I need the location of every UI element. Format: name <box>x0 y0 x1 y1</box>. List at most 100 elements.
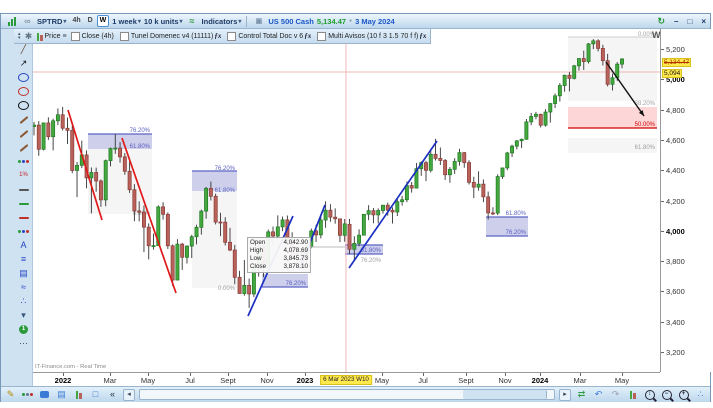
ellipse-tool-blue[interactable] <box>17 72 30 83</box>
price-tick-label: 4,600 <box>666 135 685 145</box>
fib-2022-q1[interactable]: 76.20% 61.80% 0.00% <box>88 128 152 217</box>
share-icon[interactable] <box>21 389 34 400</box>
units-dropdown[interactable]: 10 k units ▾ <box>144 17 183 26</box>
checkbox-icon[interactable] <box>70 31 80 41</box>
redo-icon[interactable]: ↷ <box>611 389 620 399</box>
scale-spinner[interactable]: ▴ ▾ <box>18 31 21 41</box>
indicator-toggle-1[interactable]: Tunel Domenec v4 (11111) ƒx <box>119 31 221 41</box>
price-tick-label: 3,400 <box>666 317 685 327</box>
price-axis[interactable]: 5,200 5,000 4,800 4,600 4,400 4,200 4,000 3,800… <box>660 29 711 372</box>
zigzag-tool[interactable]: ≈ <box>21 282 26 292</box>
line-tool[interactable]: ╱ <box>20 44 27 54</box>
collapse-left-icon[interactable]: « <box>109 389 115 399</box>
fib-tool[interactable]: ≡ <box>20 254 27 264</box>
time-tick-mark <box>382 373 383 376</box>
collapse-button[interactable]: ▾ <box>21 310 26 320</box>
red-trendline[interactable] <box>121 137 177 294</box>
fib-oct-2023[interactable]: 61.80% 76.20% <box>486 211 528 237</box>
provider-watermark: IT-Finance.com - Real Time <box>35 364 107 370</box>
indicators-dropdown[interactable]: Indicators ▾ <box>202 17 242 26</box>
timeframe-watermark: W <box>652 30 661 40</box>
price-tick-mark <box>661 230 664 232</box>
timeframe-button-4h[interactable]: 4h <box>72 17 81 24</box>
price-tick-label: 4,400 <box>666 166 685 176</box>
zoom-in-icon[interactable]: + <box>677 389 690 400</box>
percent-tool[interactable]: 1% <box>19 172 28 178</box>
news-icon[interactable]: ▤ <box>57 389 66 399</box>
time-axis[interactable]: 2022 Mar May Jul Sept Nov 2023 May Jul Sept Nov 202… <box>33 372 660 387</box>
segment-tool[interactable] <box>17 114 30 125</box>
alerts-badge[interactable]: 1 <box>17 324 30 335</box>
link-icon[interactable]: ∞ <box>24 15 31 26</box>
time-tick-label: Sept <box>458 376 474 385</box>
fib-mar-2023[interactable]: 76.20% <box>262 274 308 288</box>
timeframe-button-w[interactable]: W <box>96 15 110 27</box>
close-button[interactable]: × <box>701 16 706 26</box>
indicator-toggle-3[interactable]: Multi Avisos (10 f 3 1.5 70 f f) ƒx <box>317 31 426 41</box>
indicator-toggle-0[interactable]: Close (4h) <box>70 31 114 41</box>
text-tool[interactable]: A <box>20 240 27 250</box>
timeframe-buttons: 4h D W <box>69 15 110 27</box>
cursor-mode-icon[interactable]: ∴ <box>697 389 704 399</box>
zoom-fit-icon[interactable]: ↕ <box>643 389 656 400</box>
chat-icon[interactable] <box>38 389 51 400</box>
app-chart-icon <box>5 16 18 27</box>
undo-icon[interactable]: ↶ <box>594 389 603 399</box>
blue-trendline[interactable] <box>348 140 438 269</box>
more-tools[interactable]: ⋯ <box>19 338 28 348</box>
restore-button[interactable]: □ <box>687 16 693 26</box>
hline-tool-red[interactable] <box>17 212 30 223</box>
price-tick-label: 3,600 <box>666 287 685 297</box>
price-tick-label: 4,200 <box>666 196 685 206</box>
tooltip-label: Close <box>250 263 267 270</box>
ellipse-tool-black[interactable] <box>17 100 30 111</box>
price-series-chip[interactable]: Price ≡ <box>36 32 67 41</box>
trend-arrow-tool[interactable]: ↗ <box>19 58 28 68</box>
spinner-up-icon: ▴ <box>18 31 21 37</box>
period-dropdown[interactable]: 1 week ▾ <box>112 17 141 26</box>
chevron-down-icon: ▾ <box>63 18 67 25</box>
pointer-tool[interactable] <box>17 226 30 237</box>
fib-level-label: 61.80% <box>130 144 151 150</box>
projection-arrow[interactable] <box>605 61 645 117</box>
indicator-toggle-2[interactable]: Control Total Doc v 6 ƒx <box>227 31 311 41</box>
refresh-icon[interactable]: ↻ <box>657 15 666 26</box>
settings-icon[interactable]: ✱ <box>24 30 33 41</box>
fib-level-label: 61.80% <box>215 188 236 194</box>
instrument-name[interactable]: US 500 Cash <box>268 16 314 26</box>
multipoint-tool[interactable] <box>17 156 30 167</box>
indicator-wave-icon: ≈ <box>189 15 195 26</box>
scroll-right-button[interactable]: ▸ <box>559 388 571 401</box>
toolbar-separator <box>246 15 248 27</box>
zoom-out-icon[interactable]: − <box>660 389 673 400</box>
draw-mode-icon[interactable]: ✎ <box>6 389 15 399</box>
price-tick-mark <box>661 170 664 172</box>
main-toolbar: ∞ SPTRD ▾ 4h D W 1 week ▾ 10 k units ▾ ≈ I… <box>1 14 710 29</box>
fib-2024-projection[interactable]: 0.00% 38.20% 50.00% 61.80% <box>568 32 657 153</box>
ellipse-tool-red[interactable] <box>17 86 30 97</box>
checkbox-icon[interactable] <box>119 31 129 41</box>
time-tick-label: Sept <box>220 376 236 385</box>
checkbox-icon[interactable] <box>227 31 237 41</box>
fib-2022-q2[interactable]: 76.20% 61.80% 0.00% <box>192 166 237 292</box>
checkbox-icon[interactable] <box>317 31 327 41</box>
timeframe-button-d[interactable]: D <box>87 17 93 24</box>
points-tool[interactable]: ∴ <box>20 296 27 306</box>
chart-tool[interactable]: ▤ <box>19 268 28 278</box>
crosshair <box>33 29 660 372</box>
symbol-dropdown[interactable]: SPTRD ▾ <box>37 17 66 26</box>
chart-type-icon[interactable] <box>72 389 85 400</box>
segment-tool-2[interactable] <box>17 142 30 153</box>
minimize-button[interactable]: – <box>674 16 679 26</box>
scroll-left-button[interactable]: ◂ <box>123 388 135 401</box>
horizontal-scrollbar[interactable] <box>139 389 555 400</box>
chart-plot-area[interactable]: 76.20% 61.80% 0.00% 76.20% 61.80% 0.00% 61.80%… <box>32 29 660 372</box>
scrollbar-thumb[interactable] <box>462 390 547 399</box>
connector-tool[interactable] <box>17 128 30 139</box>
price-tick-mark <box>661 109 664 111</box>
hline-tool-green[interactable] <box>17 198 30 209</box>
red-trendline[interactable] <box>67 109 103 221</box>
analysis-icon[interactable] <box>626 389 639 400</box>
layout-icon[interactable]: □ <box>92 389 99 399</box>
auto-shift-icon[interactable]: ⇄ <box>577 389 586 399</box>
